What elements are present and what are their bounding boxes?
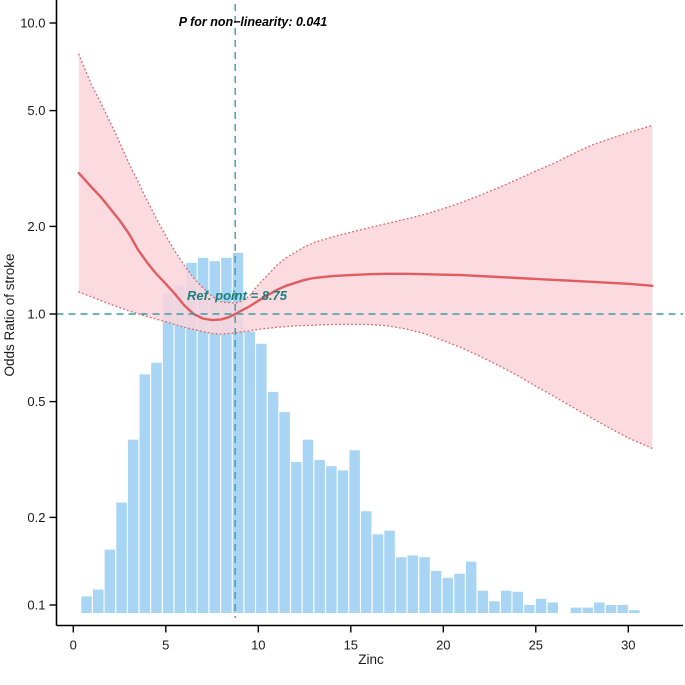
histogram-bar <box>197 257 209 613</box>
histogram-bar <box>535 598 547 613</box>
histogram-bar <box>186 262 197 613</box>
histogram-bar <box>139 374 151 613</box>
y-tick-label: 5.0 <box>27 103 45 118</box>
histogram-bar <box>477 590 489 613</box>
histogram-bar <box>232 253 244 613</box>
x-tick-label: 0 <box>70 638 77 653</box>
y-tick-label: 0.5 <box>27 394 45 409</box>
ci-lower-dotted-line <box>78 291 654 450</box>
histogram-bar <box>512 591 523 613</box>
y-tick-label: 0.2 <box>27 510 45 525</box>
histogram-bar <box>570 607 582 613</box>
histogram-bar <box>81 596 92 613</box>
histogram-bar <box>489 601 500 613</box>
histogram-bar <box>291 462 302 613</box>
y-tick-label: 2.0 <box>27 219 45 234</box>
histogram-bar <box>267 391 279 613</box>
ref-point-label: Ref. point = 8.75 <box>187 288 288 303</box>
histogram-bar <box>209 261 220 613</box>
histogram-bar <box>629 610 640 613</box>
histogram-bar <box>326 466 337 613</box>
histogram-bar <box>116 502 127 613</box>
histogram-bar <box>465 561 477 613</box>
histogram-bar <box>361 511 372 613</box>
histogram-bar <box>594 602 605 613</box>
ci-upper-dotted-line <box>78 53 654 304</box>
histogram-bar <box>419 557 430 613</box>
histogram-bar <box>442 577 454 613</box>
y-tick-label: 1.0 <box>27 307 45 322</box>
histogram-bar <box>221 257 232 613</box>
histogram-bar <box>396 557 407 613</box>
histogram-bar <box>372 534 384 613</box>
chart-title: P for non−linearity: 0.041 <box>179 15 328 29</box>
histogram-bar <box>582 607 593 613</box>
histogram-bar <box>500 590 512 613</box>
histogram-bar <box>349 450 360 613</box>
histogram-bar <box>454 573 465 613</box>
x-axis-title: Zinc <box>358 652 384 667</box>
ci-band <box>78 54 653 449</box>
histogram-bar <box>605 605 617 613</box>
x-tick-label: 15 <box>344 638 358 653</box>
y-axis-title: Odds Ratio of stroke <box>2 253 17 376</box>
x-tick-label: 5 <box>162 638 169 653</box>
histogram-bar <box>407 555 419 613</box>
histogram-bar <box>279 412 290 613</box>
histogram-bar <box>93 589 104 613</box>
histogram-bar <box>244 331 255 613</box>
histogram-bar <box>337 470 349 613</box>
histogram-bar <box>151 362 162 613</box>
histogram-bar <box>302 439 314 613</box>
histogram-bar <box>384 530 395 613</box>
x-tick-label: 20 <box>436 638 450 653</box>
y-tick-label: 10.0 <box>20 16 45 31</box>
histogram-bar <box>547 602 558 613</box>
odds-ratio-spline-line <box>77 171 654 322</box>
x-tick-label: 25 <box>529 638 543 653</box>
histogram-bar <box>104 549 116 613</box>
histogram-bar <box>174 284 185 613</box>
x-tick-label: 10 <box>251 638 265 653</box>
chart-layers: 10.0 5.0 2.0 1.0 0.5 0.2 0.1 0 5 10 15 20 25 30 <box>20 0 683 653</box>
histogram-bar <box>524 605 535 613</box>
histogram-bar <box>314 460 325 613</box>
histogram-bar <box>127 439 139 613</box>
histogram-bar <box>256 343 267 613</box>
histogram-bar <box>617 605 628 613</box>
histogram-bar <box>430 570 442 613</box>
y-tick-label: 0.1 <box>27 598 45 613</box>
histogram-bar <box>162 293 174 613</box>
x-tick-label: 30 <box>621 638 635 653</box>
